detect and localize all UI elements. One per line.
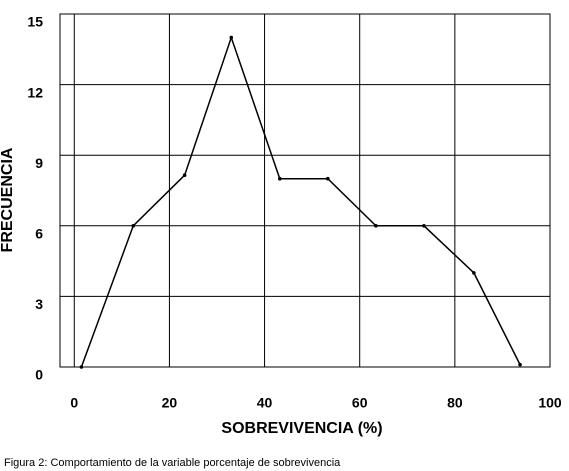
data-point <box>472 271 476 275</box>
x-tick-label: 20 <box>162 395 178 411</box>
data-point <box>422 224 426 228</box>
caption: Figura 2: Comportamiento de la variable … <box>4 457 341 469</box>
data-point <box>229 35 234 40</box>
y-tick-label: 3 <box>35 296 43 312</box>
data-point <box>131 224 136 228</box>
x-tick-label: 80 <box>447 395 463 411</box>
y-tick-label: 9 <box>35 155 43 171</box>
x-tick-label: 100 <box>538 395 562 411</box>
y-tick-label: 15 <box>27 14 43 30</box>
y-tick-label: 0 <box>35 367 43 383</box>
y-tick-label: 12 <box>27 84 43 100</box>
x-axis-label: SOBREVIVENCIA (%) <box>221 420 382 437</box>
data-point <box>182 173 187 178</box>
data-point <box>374 224 378 228</box>
x-tick-label: 60 <box>352 395 368 411</box>
data-point <box>326 176 330 181</box>
data-line <box>80 35 521 368</box>
x-tick-label: 40 <box>257 395 273 411</box>
y-axis-label: FRECUENCIA <box>0 147 16 252</box>
data-point <box>79 365 84 369</box>
data-point <box>518 362 522 367</box>
x-tick-label: 0 <box>70 395 78 411</box>
data-point <box>277 176 282 181</box>
plot-frame <box>59 13 551 368</box>
y-tick-label: 6 <box>35 226 43 242</box>
